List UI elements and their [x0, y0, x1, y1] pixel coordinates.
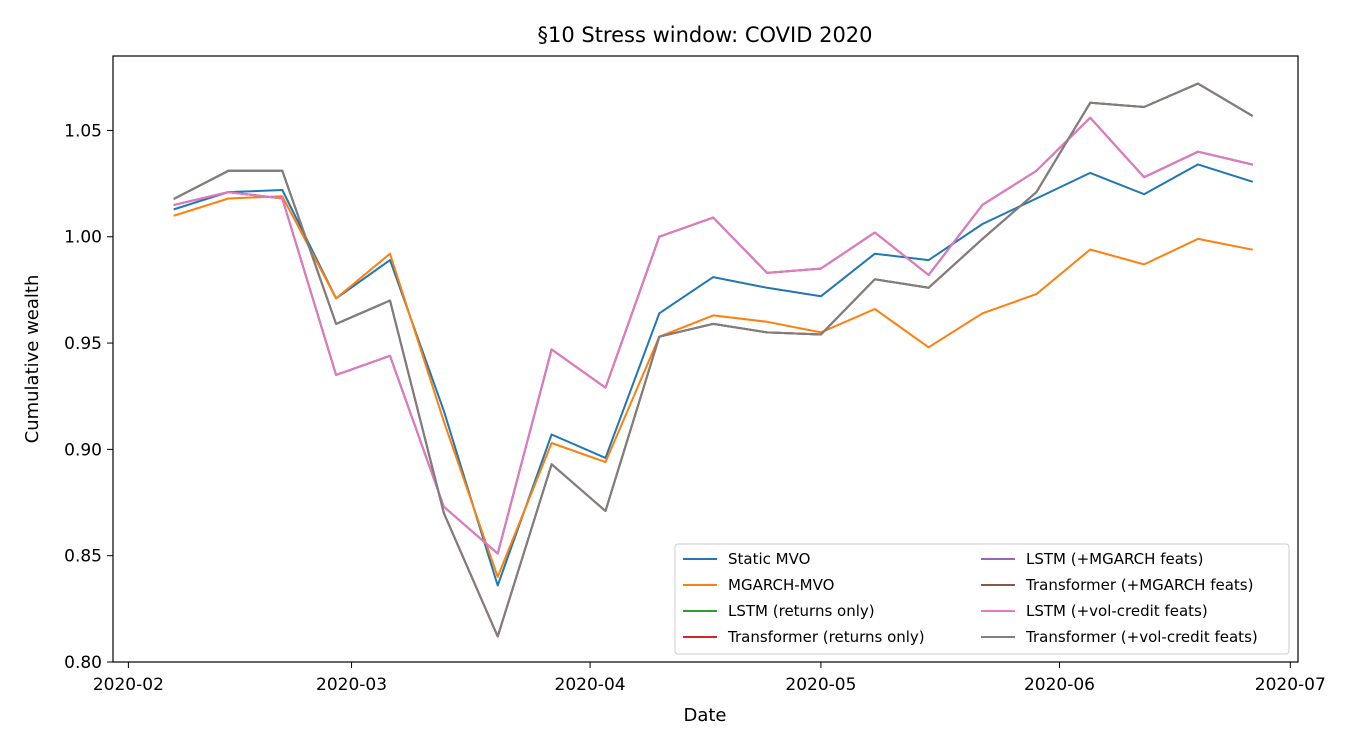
legend-label: MGARCH-MVO	[728, 576, 834, 594]
x-tick-label: 2020-07	[1255, 675, 1326, 695]
legend-label: Transformer (+MGARCH feats)	[1025, 576, 1253, 594]
x-tick-label: 2020-06	[1024, 675, 1095, 695]
legend-label: Transformer (returns only)	[727, 628, 925, 646]
axis-ticks: 2020-02 2020-03 2020-04 2020-05 2020-06 2020-…	[64, 121, 1326, 695]
y-tick-label: 0.95	[64, 334, 102, 354]
series-line-7	[173, 116, 1254, 555]
legend-label: Static MVO	[728, 550, 810, 568]
x-tick-label: 2020-02	[93, 675, 164, 695]
legend-label: LSTM (+vol-credit feats)	[1026, 602, 1208, 620]
legend-label: Transformer (+vol-credit feats)	[1025, 628, 1258, 646]
y-tick-label: 1.05	[64, 121, 102, 141]
legend: Static MVO MGARCH-MVO LSTM (returns only) T…	[674, 543, 1290, 655]
y-tick-label: 0.85	[64, 547, 102, 567]
x-axis-title: Date	[683, 705, 726, 726]
plot-area-frame	[112, 55, 1299, 663]
legend-label: LSTM (+MGARCH feats)	[1026, 550, 1203, 568]
x-tick-label: 2020-04	[555, 675, 626, 695]
x-tick-label: 2020-03	[316, 675, 387, 695]
x-tick-label: 2020-05	[785, 675, 856, 695]
legend-label: LSTM (returns only)	[728, 602, 875, 620]
y-axis-title: Cumulative wealth	[22, 275, 43, 444]
series-line-2	[173, 195, 1253, 578]
y-tick-label: 0.90	[64, 440, 102, 460]
legend-frame	[674, 543, 1290, 655]
series-line-8	[173, 82, 1254, 638]
series-lines	[173, 82, 1254, 638]
y-tick-label: 0.80	[64, 653, 102, 673]
chart-title: §10 Stress window: COVID 2020	[537, 23, 872, 47]
series-line-1	[173, 163, 1254, 587]
y-tick-label: 1.00	[64, 228, 102, 248]
